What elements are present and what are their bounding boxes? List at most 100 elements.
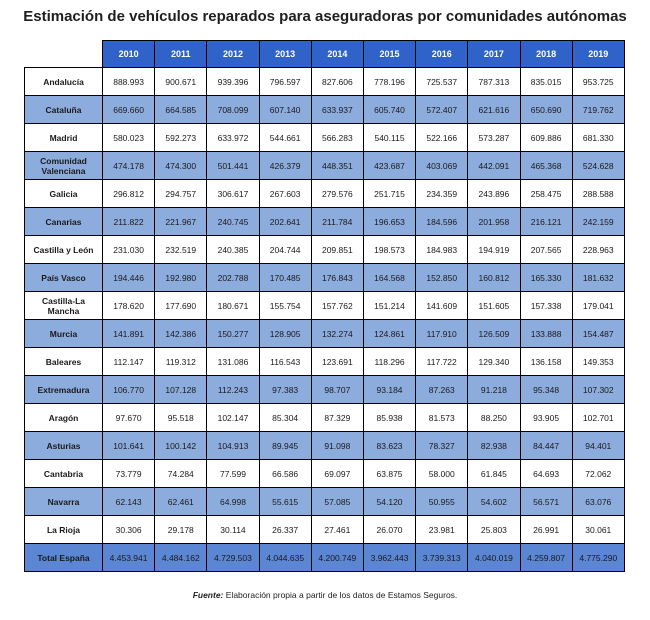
region-name: Canarias bbox=[24, 207, 103, 236]
value-cell: 288.588 bbox=[571, 179, 625, 208]
value-cell: 607.140 bbox=[258, 95, 312, 124]
year-header: 2012 bbox=[206, 40, 260, 68]
value-cell: 54.602 bbox=[467, 487, 521, 516]
table-row: La Rioja 30.306 29.178 30.114 26.337 27.461 26… bbox=[24, 515, 625, 544]
table-row: Murcia 141.891 142.386 150.277 128.905 132.27… bbox=[24, 319, 625, 348]
region-name: La Rioja bbox=[24, 515, 103, 544]
value-cell: 95.518 bbox=[154, 403, 208, 432]
value-cell: 204.744 bbox=[258, 235, 312, 264]
region-name: Murcia bbox=[24, 319, 103, 348]
region-name: Baleares bbox=[24, 347, 103, 376]
header-corner bbox=[24, 40, 103, 68]
value-cell: 57.085 bbox=[310, 487, 364, 516]
region-name: Cataluña bbox=[24, 95, 103, 124]
source-note: Fuente: Elaboración propia a partir de l… bbox=[0, 590, 650, 600]
value-cell: 25.803 bbox=[467, 515, 521, 544]
value-cell: 30.306 bbox=[101, 515, 156, 544]
value-cell: 234.359 bbox=[415, 179, 469, 208]
region-name: Andalucía bbox=[24, 67, 103, 96]
value-cell: 128.905 bbox=[258, 319, 312, 348]
value-cell: 207.565 bbox=[519, 235, 573, 264]
value-cell: 116.543 bbox=[258, 347, 312, 376]
value-cell: 150.277 bbox=[206, 319, 260, 348]
value-cell: 126.509 bbox=[467, 319, 521, 348]
value-cell: 888.993 bbox=[101, 67, 156, 96]
value-cell: 294.757 bbox=[154, 179, 208, 208]
value-cell: 78.327 bbox=[415, 431, 469, 460]
value-cell: 669.660 bbox=[101, 95, 156, 124]
value-cell: 157.762 bbox=[310, 291, 364, 320]
value-cell: 540.115 bbox=[362, 123, 417, 152]
value-cell: 196.653 bbox=[362, 207, 417, 236]
value-cell: 465.368 bbox=[519, 151, 573, 180]
value-cell: 117.722 bbox=[415, 347, 469, 376]
value-cell: 4.484.162 bbox=[154, 543, 208, 572]
value-cell: 141.891 bbox=[101, 319, 156, 348]
value-cell: 61.845 bbox=[467, 459, 521, 488]
region-name: Navarra bbox=[24, 487, 103, 516]
value-cell: 251.715 bbox=[362, 179, 417, 208]
value-cell: 112.243 bbox=[206, 375, 260, 404]
table-row: Navarra 62.143 62.461 64.998 55.615 57.085 54.… bbox=[24, 487, 625, 516]
value-cell: 573.287 bbox=[467, 123, 521, 152]
table-body: Andalucía 888.993 900.671 939.396 796.597 827… bbox=[24, 67, 625, 572]
value-cell: 4.729.503 bbox=[206, 543, 260, 572]
value-cell: 796.597 bbox=[258, 67, 312, 96]
value-cell: 101.641 bbox=[101, 431, 156, 460]
value-cell: 106.770 bbox=[101, 375, 156, 404]
value-cell: 142.386 bbox=[154, 319, 208, 348]
value-cell: 55.615 bbox=[258, 487, 312, 516]
value-cell: 123.691 bbox=[310, 347, 364, 376]
value-cell: 221.967 bbox=[154, 207, 208, 236]
value-cell: 177.690 bbox=[154, 291, 208, 320]
value-cell: 100.142 bbox=[154, 431, 208, 460]
year-header: 2014 bbox=[310, 40, 364, 68]
value-cell: 124.861 bbox=[362, 319, 417, 348]
value-cell: 82.938 bbox=[467, 431, 521, 460]
value-cell: 155.754 bbox=[258, 291, 312, 320]
value-cell: 85.938 bbox=[362, 403, 417, 432]
value-cell: 64.998 bbox=[206, 487, 260, 516]
value-cell: 133.888 bbox=[519, 319, 573, 348]
region-name: Galicia bbox=[24, 179, 103, 208]
value-cell: 194.446 bbox=[101, 263, 156, 292]
value-cell: 448.351 bbox=[310, 151, 364, 180]
value-cell: 26.070 bbox=[362, 515, 417, 544]
value-cell: 85.304 bbox=[258, 403, 312, 432]
value-cell: 154.487 bbox=[571, 319, 625, 348]
value-cell: 83.623 bbox=[362, 431, 417, 460]
value-cell: 243.896 bbox=[467, 179, 521, 208]
value-cell: 104.913 bbox=[206, 431, 260, 460]
value-cell: 160.812 bbox=[467, 263, 521, 292]
value-cell: 258.475 bbox=[519, 179, 573, 208]
value-cell: 88.250 bbox=[467, 403, 521, 432]
value-cell: 198.573 bbox=[362, 235, 417, 264]
value-cell: 64.693 bbox=[519, 459, 573, 488]
value-cell: 97.383 bbox=[258, 375, 312, 404]
value-cell: 72.062 bbox=[571, 459, 625, 488]
value-cell: 681.330 bbox=[571, 123, 625, 152]
value-cell: 184.596 bbox=[415, 207, 469, 236]
value-cell: 117.910 bbox=[415, 319, 469, 348]
value-cell: 605.740 bbox=[362, 95, 417, 124]
value-cell: 211.822 bbox=[101, 207, 156, 236]
value-cell: 107.128 bbox=[154, 375, 208, 404]
value-cell: 63.076 bbox=[571, 487, 625, 516]
value-cell: 98.707 bbox=[310, 375, 364, 404]
value-cell: 267.603 bbox=[258, 179, 312, 208]
value-cell: 4.040.019 bbox=[467, 543, 521, 572]
year-header: 2010 bbox=[101, 40, 156, 68]
value-cell: 216.121 bbox=[519, 207, 573, 236]
year-header: 2011 bbox=[154, 40, 208, 68]
region-name: Extremadura bbox=[24, 375, 103, 404]
value-cell: 165.330 bbox=[519, 263, 573, 292]
value-cell: 939.396 bbox=[206, 67, 260, 96]
value-cell: 279.576 bbox=[310, 179, 364, 208]
value-cell: 66.586 bbox=[258, 459, 312, 488]
value-cell: 4.044.635 bbox=[258, 543, 312, 572]
region-name: Castilla-La Mancha bbox=[24, 291, 103, 320]
value-cell: 180.671 bbox=[206, 291, 260, 320]
header-row: 2010 2011 2012 2013 2014 2015 2016 2017 2018 2019 bbox=[24, 40, 625, 68]
region-name: País Vasco bbox=[24, 263, 103, 292]
